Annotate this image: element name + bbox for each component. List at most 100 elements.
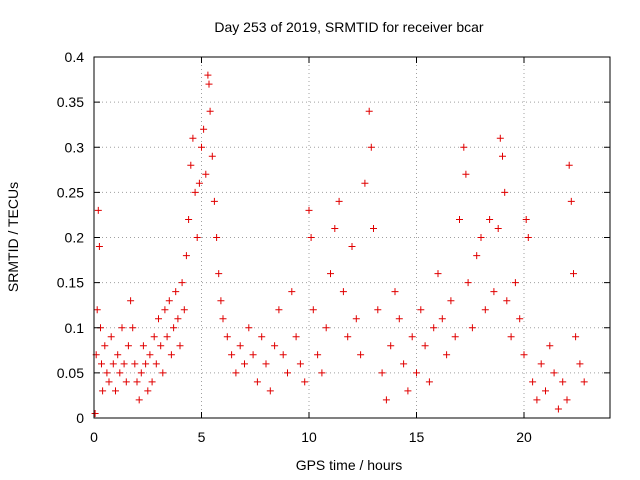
data-point	[570, 270, 577, 278]
data-point	[451, 333, 459, 341]
data-point	[275, 306, 283, 314]
data-point	[120, 360, 128, 368]
data-point	[165, 297, 173, 305]
data-point	[152, 360, 160, 368]
data-point	[494, 225, 502, 232]
x-tick-label: 5	[198, 429, 206, 445]
data-point	[159, 369, 167, 377]
data-point	[99, 387, 107, 395]
data-point	[318, 369, 326, 377]
data-point	[327, 270, 334, 278]
data-point	[292, 333, 300, 341]
data-point	[391, 288, 399, 296]
data-point	[576, 360, 584, 368]
data-point	[404, 387, 412, 395]
data-point	[198, 143, 205, 151]
data-point	[301, 378, 309, 386]
data-point	[511, 279, 519, 287]
data-point	[503, 297, 511, 305]
data-point	[258, 333, 266, 341]
data-point	[245, 324, 253, 332]
data-point	[567, 197, 575, 205]
data-point	[387, 342, 395, 350]
data-point	[559, 378, 567, 386]
data-point	[217, 297, 225, 305]
data-point	[382, 396, 390, 404]
data-point	[253, 378, 261, 386]
data-point	[481, 306, 489, 314]
data-point	[288, 288, 296, 296]
data-point	[417, 306, 425, 314]
data-point	[344, 333, 352, 341]
data-point	[464, 279, 472, 287]
data-point	[400, 360, 408, 368]
data-point	[103, 369, 111, 377]
data-point	[91, 410, 99, 417]
data-point	[204, 71, 212, 79]
data-point	[565, 161, 573, 169]
data-point	[266, 387, 274, 395]
y-tick-label: 0	[76, 410, 84, 426]
y-tick-label: 0.15	[57, 275, 84, 291]
x-tick-label: 20	[516, 429, 532, 445]
data-point	[460, 143, 468, 151]
data-point	[434, 270, 442, 278]
data-point	[524, 234, 532, 241]
data-point	[580, 378, 588, 386]
data-point	[546, 342, 554, 350]
data-point	[131, 360, 139, 368]
chart-title: Day 253 of 2019, SRMTID for receiver bca…	[214, 19, 484, 35]
data-point	[241, 360, 248, 368]
data-point	[477, 234, 485, 241]
data-point	[133, 378, 141, 386]
data-point	[228, 351, 236, 359]
data-point	[213, 234, 221, 241]
grid-layer	[94, 57, 610, 418]
data-point	[122, 378, 130, 386]
data-point	[172, 288, 180, 296]
data-point	[348, 243, 356, 250]
data-point	[314, 351, 322, 359]
y-tick-label: 0.1	[65, 320, 85, 336]
data-point	[443, 351, 451, 359]
data-point	[537, 360, 545, 368]
data-point	[219, 315, 227, 323]
data-point	[395, 315, 403, 323]
data-point	[98, 360, 105, 368]
data-point	[139, 342, 147, 350]
data-point	[533, 396, 541, 404]
data-point	[413, 369, 420, 377]
data-point	[367, 143, 375, 151]
axis-ticks: 0 0.05 0.1 0.15 0.2 0.25 0.3 0.35 0.4 0 5 10 15 20	[57, 49, 610, 445]
data-point	[279, 351, 287, 359]
data-point	[124, 342, 132, 350]
data-point	[425, 378, 433, 386]
data-point	[305, 206, 313, 214]
data-point	[232, 369, 240, 377]
data-point	[550, 369, 558, 377]
data-point	[361, 179, 369, 187]
data-point	[496, 134, 504, 142]
data-point	[249, 351, 257, 359]
x-tick-label: 0	[90, 429, 98, 445]
data-point	[501, 188, 509, 196]
data-point	[105, 378, 113, 386]
data-point	[522, 216, 530, 223]
data-point	[107, 333, 115, 341]
data-point	[176, 342, 184, 350]
data-point	[93, 306, 101, 314]
data-points	[91, 71, 588, 417]
data-point	[490, 288, 498, 296]
data-point	[205, 80, 213, 88]
data-point	[202, 170, 210, 178]
data-point	[187, 161, 195, 169]
data-point	[365, 107, 373, 115]
x-axis-label: GPS time / hours	[296, 457, 403, 473]
data-point	[236, 342, 244, 350]
data-point	[370, 225, 377, 232]
data-point	[307, 234, 315, 241]
data-point	[271, 342, 279, 350]
data-point	[127, 297, 135, 305]
data-point	[223, 333, 231, 341]
data-point	[339, 288, 347, 296]
